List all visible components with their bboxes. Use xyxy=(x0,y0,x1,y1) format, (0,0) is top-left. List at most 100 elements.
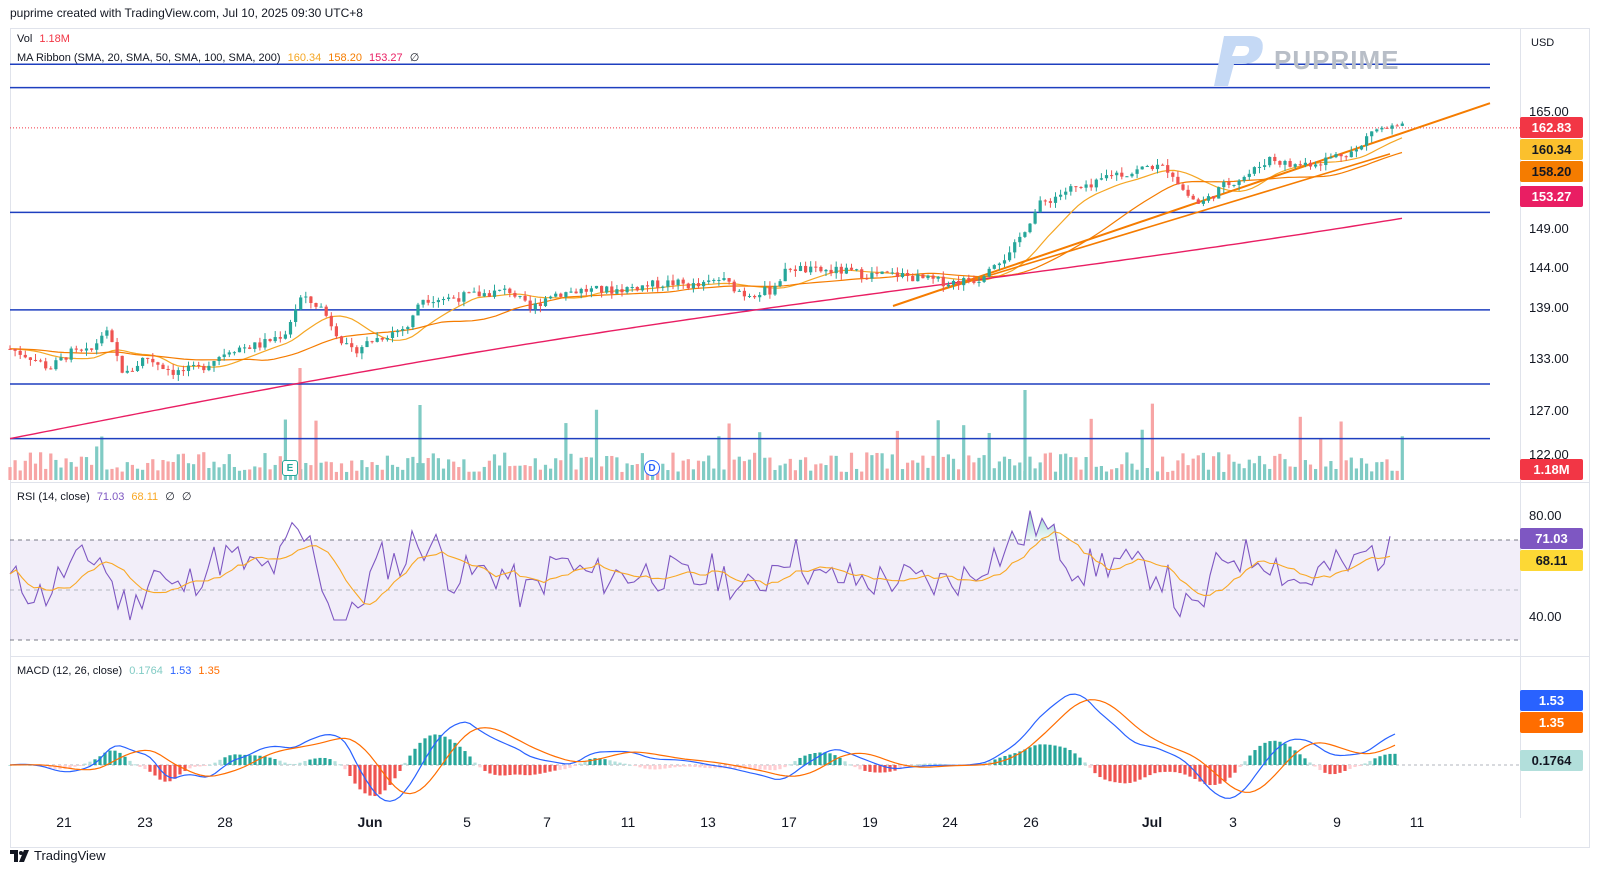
candle-body xyxy=(1283,161,1287,165)
legend-macd[interactable]: MACD (12, 26, close) 0.1764 1.53 1.35 xyxy=(17,665,224,677)
macd-hist-bar xyxy=(1343,765,1347,771)
legend-ma200: ∅ xyxy=(409,52,420,64)
macd-hist-bar xyxy=(98,756,102,765)
pane-divider-macd[interactable] xyxy=(10,656,1590,657)
macd-hist-bar xyxy=(353,765,357,784)
legend-volume[interactable]: Vol 1.18M xyxy=(17,33,74,45)
volume-bar xyxy=(411,456,415,480)
volume-bar xyxy=(171,462,175,480)
candle-body xyxy=(319,306,323,308)
candle-body xyxy=(125,370,129,373)
candle-body xyxy=(758,295,762,298)
candle-body xyxy=(1033,212,1037,224)
volume-bar xyxy=(421,463,425,480)
legend-macd-value: 1.53 xyxy=(169,665,192,677)
volume-bar xyxy=(921,455,925,480)
legend-rsi[interactable]: RSI (14, close) 71.03 68.11 ∅ ∅ xyxy=(17,490,195,503)
candle-body xyxy=(482,293,486,297)
horizontal-levels[interactable] xyxy=(10,63,1520,440)
last-price-tag: 162.83 xyxy=(1520,117,1583,138)
candle-body xyxy=(1140,166,1144,170)
candle-body xyxy=(508,288,512,293)
macd-hist-bar xyxy=(1063,747,1067,765)
candle-body xyxy=(804,265,808,273)
macd-hist-bar xyxy=(823,752,827,765)
candle-body xyxy=(768,286,772,295)
macd-hist-bar xyxy=(673,765,677,768)
macd-tag: 1.53 xyxy=(1520,690,1583,711)
candle-body xyxy=(844,267,848,274)
volume-bar xyxy=(640,453,644,480)
candle-body xyxy=(814,266,818,268)
volume-bar xyxy=(635,464,639,480)
rsi-ma-tag: 68.11 xyxy=(1520,550,1583,571)
candle-body xyxy=(13,348,17,351)
macd-hist-bar xyxy=(763,765,767,770)
candle-body xyxy=(1329,157,1333,159)
volume-bar xyxy=(13,460,17,480)
candle-body xyxy=(809,266,813,273)
macd-hist-bar xyxy=(573,765,577,766)
candle-body xyxy=(161,364,165,369)
currency-label[interactable]: USD xyxy=(1531,37,1555,49)
macd-hist-bar xyxy=(413,748,417,765)
candle-body xyxy=(1186,189,1190,196)
candle-body xyxy=(615,289,619,294)
candle-body xyxy=(880,271,884,274)
volume-bar xyxy=(671,452,675,480)
candle-body xyxy=(421,299,425,305)
candle-body xyxy=(350,343,354,348)
legend-ma50: 158.20 xyxy=(328,52,362,64)
volume-bar xyxy=(1104,471,1109,480)
macd-hist-bar xyxy=(578,763,582,765)
macd-hist-bar xyxy=(793,761,797,765)
candle-body xyxy=(1257,166,1262,168)
candle-body xyxy=(1349,151,1353,158)
macd-hist-bar xyxy=(1293,750,1297,765)
candle-body xyxy=(605,286,609,293)
volume-bar xyxy=(763,457,767,480)
candle-body xyxy=(1232,184,1236,186)
macd-hist-bar xyxy=(88,761,92,765)
macd-hist-bar xyxy=(203,765,207,767)
candle-body xyxy=(651,280,655,287)
volume-bar xyxy=(467,471,471,480)
candle-body xyxy=(217,357,221,362)
candle-body xyxy=(885,271,889,273)
macd-hist-bar xyxy=(478,765,482,768)
macd-hist-bar xyxy=(1128,765,1132,783)
candle-body xyxy=(1028,223,1032,233)
candle-body xyxy=(686,283,690,289)
candle-body xyxy=(202,365,206,371)
macd-hist-bar xyxy=(1013,753,1017,765)
legend-ma-ribbon[interactable]: MA Ribbon (SMA, 20, SMA, 50, SMA, 100, S… xyxy=(17,51,423,64)
volume-bar xyxy=(232,466,236,480)
earnings-event-icon[interactable]: E xyxy=(282,460,298,476)
volume-bar xyxy=(1125,452,1129,480)
macd-hist-bar xyxy=(1258,745,1262,765)
pane-divider-rsi[interactable] xyxy=(10,482,1590,483)
volume-bar xyxy=(1390,470,1394,480)
volume-bar xyxy=(1380,461,1384,480)
candle-body xyxy=(1094,179,1098,188)
volume-bar xyxy=(390,464,395,480)
macd-hist-bar xyxy=(158,765,162,780)
volume-bar xyxy=(676,471,680,480)
volume-bar xyxy=(528,466,532,480)
tradingview-brand[interactable]: TradingView xyxy=(10,848,106,863)
candle-body xyxy=(753,295,757,298)
macd-hist-bar xyxy=(298,762,302,765)
candle-body xyxy=(977,281,981,283)
volume-bar xyxy=(462,459,466,480)
macd-hist-bar xyxy=(268,757,272,765)
candle-body xyxy=(1181,184,1185,190)
dividend-event-icon[interactable]: D xyxy=(644,460,660,476)
candle-body xyxy=(865,278,869,280)
volume-bar xyxy=(865,452,869,480)
macd-hist-bar xyxy=(318,757,322,765)
candle-body xyxy=(1069,186,1073,192)
trendlines[interactable] xyxy=(892,102,1491,307)
candle-body xyxy=(110,330,114,343)
volume-bar xyxy=(59,467,63,480)
